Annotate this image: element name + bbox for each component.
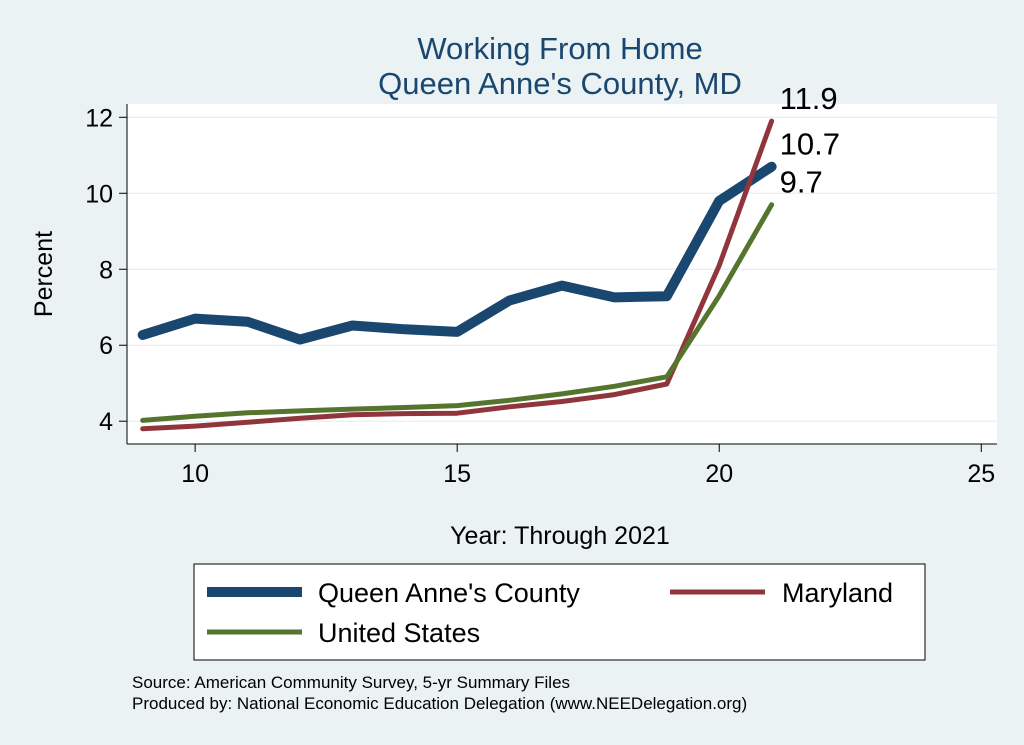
series-line-united-states (140, 202, 775, 423)
producer-note: Produced by: National Economic Education… (132, 694, 747, 713)
chart-title: Working From Home (417, 31, 702, 66)
y-axis-title: Percent (30, 231, 58, 317)
legend-label-maryland: Maryland (782, 578, 893, 608)
x-tick-label: 25 (967, 460, 995, 488)
x-tick-label: 10 (181, 460, 209, 488)
end-value-label: 9.7 (780, 165, 823, 200)
plot-area (127, 104, 997, 444)
chart-subtitle: Queen Anne's County, MD (378, 66, 742, 101)
series-line-queen-anne-s-county (137, 161, 777, 345)
legend: Queen Anne's County Maryland United Stat… (193, 563, 926, 661)
y-tick-label: 4 (99, 408, 113, 436)
source-note: Source: American Community Survey, 5-yr … (132, 673, 570, 692)
y-tick-label: 8 (99, 256, 113, 284)
series-lines (137, 118, 777, 432)
legend-label-united-states: United States (318, 618, 480, 648)
legend-label-queen-annes: Queen Anne's County (318, 578, 580, 608)
x-tick-label: 20 (705, 460, 733, 488)
end-value-label: 11.9 (780, 81, 838, 116)
x-tick-label: 15 (443, 460, 471, 488)
end-labels: 11.9 10.79.7 (780, 81, 840, 200)
legend-box (193, 563, 926, 661)
end-value-label: 10.7 (780, 127, 840, 162)
x-axis-title: Year: Through 2021 (450, 522, 670, 550)
series-line-maryland (140, 118, 775, 432)
y-tick-label: 10 (85, 180, 113, 208)
y-tick-label: 12 (85, 104, 113, 132)
axis-ticks: 4 6 8 10 12 10 15 20 25 (85, 104, 995, 488)
y-tick-label: 6 (99, 332, 113, 360)
